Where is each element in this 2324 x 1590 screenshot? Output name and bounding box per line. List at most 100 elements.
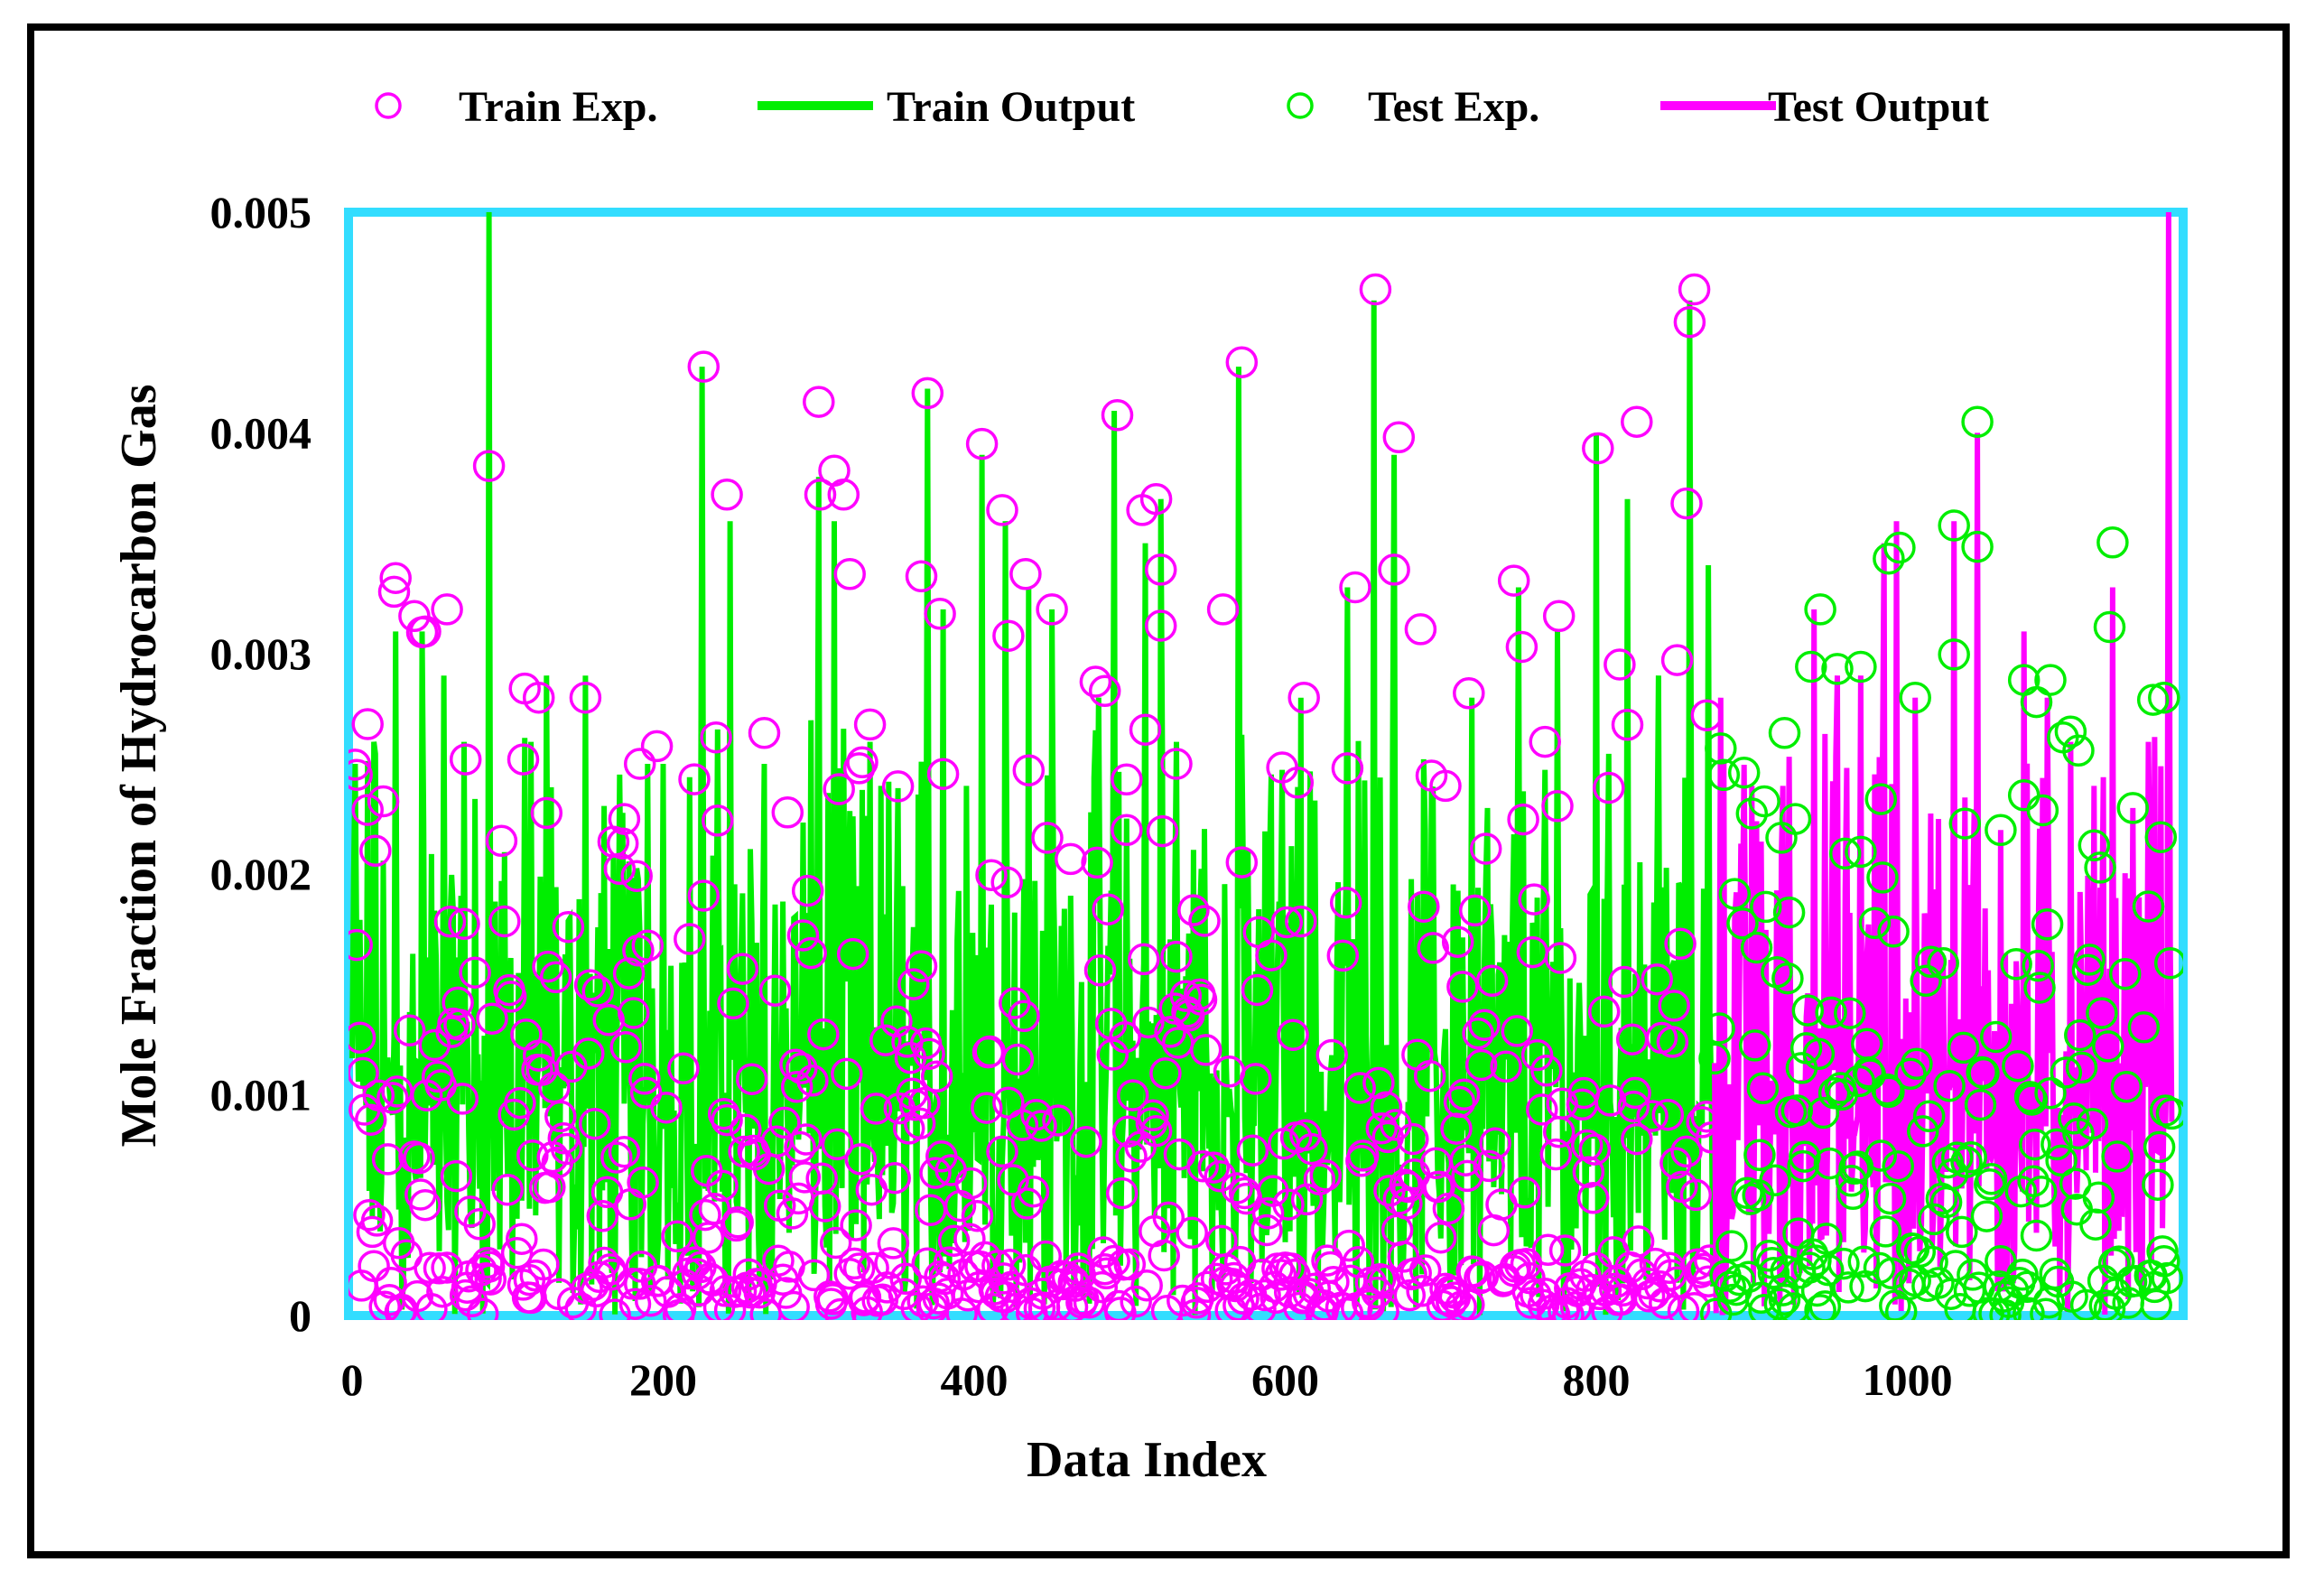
data-point	[937, 1224, 971, 1257]
data-point	[1529, 725, 1561, 758]
data-point	[1572, 1156, 1605, 1188]
data-point	[1651, 1098, 1685, 1131]
data-point	[1497, 564, 1530, 597]
data-point	[1241, 973, 1274, 1007]
data-point	[459, 956, 491, 989]
data-point	[620, 860, 653, 892]
data-point	[1946, 1215, 1978, 1249]
data-point	[1111, 814, 1143, 847]
data-point	[379, 562, 412, 594]
data-point	[1910, 964, 1942, 998]
data-point	[569, 681, 602, 714]
data-point	[1423, 1170, 1455, 1203]
data-point	[889, 1262, 922, 1296]
data-point	[1182, 1282, 1214, 1315]
data-point	[527, 1248, 560, 1281]
data-point	[1029, 1240, 1063, 1273]
data-point	[908, 1086, 941, 1120]
data-point	[618, 1288, 652, 1320]
data-point	[816, 1283, 850, 1316]
data-point	[522, 681, 555, 714]
data-point	[1531, 1233, 1565, 1267]
data-point	[426, 1275, 459, 1308]
data-point	[1096, 1038, 1129, 1071]
data-point	[431, 1251, 463, 1284]
data-point	[1458, 894, 1492, 927]
data-point	[1877, 916, 1910, 948]
data-point	[1152, 1201, 1185, 1234]
data-point	[1289, 1119, 1322, 1151]
data-point	[1451, 1159, 1483, 1193]
data-point	[2143, 1130, 2176, 1164]
data-point	[627, 1166, 659, 1199]
data-point	[2031, 908, 2064, 941]
data-point	[1359, 273, 1392, 306]
data-point	[920, 1060, 953, 1093]
data-point	[711, 479, 743, 511]
data-point	[919, 1157, 952, 1189]
data-point	[836, 937, 869, 971]
data-point	[1509, 1176, 1541, 1209]
data-point	[1425, 1221, 1457, 1254]
data-point	[1390, 1187, 1423, 1220]
data-point	[1714, 1270, 1746, 1303]
data-point	[1768, 717, 1801, 749]
data-point	[726, 953, 759, 985]
data-point	[2002, 1049, 2034, 1083]
data-point	[1042, 1104, 1074, 1137]
data-point	[358, 1250, 390, 1282]
data-point	[1129, 713, 1162, 746]
data-point	[2155, 1097, 2183, 1130]
data-point	[687, 350, 720, 383]
data-point	[928, 1262, 962, 1296]
data-point	[1017, 1175, 1050, 1208]
data-point	[1530, 1055, 1563, 1087]
data-point	[1604, 648, 1636, 681]
data-point	[1365, 1111, 1399, 1145]
data-point	[532, 950, 564, 983]
data-point	[1137, 1099, 1169, 1132]
data-point	[1587, 995, 1621, 1028]
legend-marker-circle	[375, 92, 402, 119]
data-point	[1845, 650, 1877, 683]
data-point	[2059, 1167, 2092, 1200]
data-point	[1446, 971, 1479, 1003]
data-point	[463, 1208, 496, 1241]
data-point	[1866, 861, 1899, 894]
data-point	[748, 717, 781, 749]
data-point	[448, 907, 480, 941]
data-point	[674, 923, 706, 955]
data-point	[900, 1291, 934, 1320]
data-point	[926, 758, 960, 790]
data-point	[661, 1220, 693, 1253]
data-point	[2062, 734, 2095, 767]
data-point	[803, 386, 835, 418]
data-point	[1703, 1012, 1735, 1045]
data-point	[1659, 1147, 1692, 1179]
data-point	[1025, 1110, 1057, 1142]
data-point	[1718, 878, 1752, 910]
data-point	[1453, 1288, 1485, 1320]
data-point	[1948, 807, 1982, 840]
data-point	[1961, 530, 1994, 563]
data-point	[664, 1292, 697, 1320]
data-point	[1608, 965, 1641, 999]
data-point	[2127, 1011, 2161, 1044]
plot-area	[344, 208, 2188, 1320]
y-tick-label: 0.001	[210, 1070, 312, 1120]
data-point	[353, 1199, 386, 1232]
data-point	[466, 1297, 499, 1320]
legend-label: Train Output	[887, 83, 1135, 131]
data-point	[403, 1141, 435, 1175]
data-point	[1548, 1234, 1582, 1267]
data-point	[1933, 1069, 1966, 1102]
data-point	[2022, 949, 2054, 982]
data-point	[2142, 1168, 2174, 1201]
data-point	[1964, 1088, 1997, 1121]
data-point	[2148, 1245, 2180, 1278]
data-point	[986, 494, 1018, 526]
data-point	[1367, 1295, 1399, 1320]
data-point	[375, 1267, 407, 1299]
data-point	[1748, 785, 1780, 818]
data-point	[1684, 1256, 1717, 1288]
